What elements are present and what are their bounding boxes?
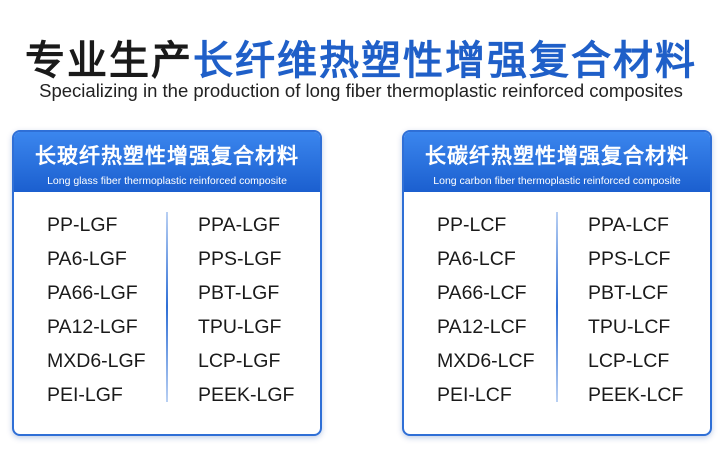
- product-item: TPU-LCF: [588, 316, 671, 338]
- product-item: LCP-LCF: [588, 350, 670, 372]
- card-subtitle: Long carbon fiber thermoplastic reinforc…: [433, 175, 681, 187]
- right-column: PPA-LGF PPS-LGF PBT-LGF TPU-LGF LCP-LGF PEEK-…: [198, 208, 294, 412]
- product-item: PBT-LGF: [198, 282, 280, 304]
- divider: [556, 212, 558, 402]
- left-column: PP-LGF PA6-LGF PA66-LGF PA12-LGF MXD6-LGF PEI…: [47, 208, 146, 412]
- card-header: 长玻纤热塑性增强复合材料 Long glass fiber thermoplast…: [14, 132, 320, 192]
- title-prefix: 专业生产: [25, 38, 193, 84]
- product-item: PA66-LGF: [47, 282, 138, 304]
- right-column: PPA-LCF PPS-LCF PBT-LCF TPU-LCF LCP-LCF PEEK-…: [588, 208, 683, 412]
- product-item: PA6-LCF: [437, 248, 516, 270]
- divider: [166, 212, 168, 402]
- product-item: MXD6-LGF: [47, 350, 146, 372]
- product-item: PEEK-LCF: [588, 384, 684, 406]
- left-column: PP-LCF PA6-LCF PA66-LCF PA12-LCF MXD6-LCF PEI…: [437, 208, 535, 412]
- product-item: PA12-LGF: [47, 316, 138, 338]
- card-title: 长玻纤热塑性增强复合材料: [35, 144, 299, 168]
- title-highlight: 长纤维热塑性增强复合材料: [193, 38, 697, 84]
- product-card: 长碳纤热塑性增强复合材料 Long carbon fiber thermoplas…: [402, 130, 712, 436]
- card-title: 长碳纤热塑性增强复合材料: [425, 144, 689, 168]
- product-item: LCP-LGF: [198, 350, 281, 372]
- product-item: PPA-LCF: [588, 214, 669, 236]
- subtitle: Specializing in the production of long f…: [39, 80, 683, 101]
- product-item: PEEK-LGF: [198, 384, 295, 406]
- product-item: PBT-LCF: [588, 282, 669, 304]
- product-item: PA66-LCF: [437, 282, 527, 304]
- product-item: TPU-LGF: [198, 316, 282, 338]
- card-subtitle: Long glass fiber thermoplastic reinforce…: [47, 175, 287, 187]
- product-item: PPA-LGF: [198, 214, 280, 236]
- product-item: PEI-LCF: [437, 384, 512, 406]
- product-item: PPS-LCF: [588, 248, 671, 270]
- title: 专业生产长纤维热塑性增强复合材料: [0, 28, 722, 86]
- product-card: 长玻纤热塑性增强复合材料 Long glass fiber thermoplast…: [12, 130, 322, 436]
- product-item: PA6-LGF: [47, 248, 127, 270]
- card-header: 长碳纤热塑性增强复合材料 Long carbon fiber thermoplas…: [404, 132, 710, 192]
- product-item: PP-LCF: [437, 214, 507, 236]
- product-item: PEI-LGF: [47, 384, 123, 406]
- product-item: MXD6-LCF: [437, 350, 535, 372]
- product-item: PA12-LCF: [437, 316, 527, 338]
- product-item: PP-LGF: [47, 214, 118, 236]
- product-item: PPS-LGF: [198, 248, 282, 270]
